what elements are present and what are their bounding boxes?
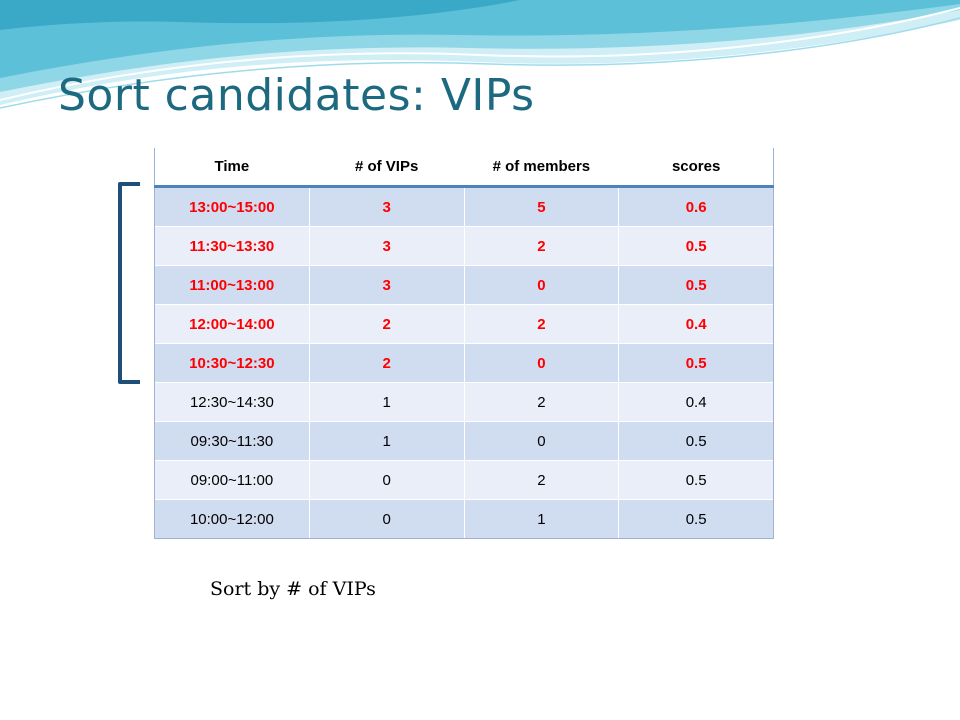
- time-cell: 12:00~14:00: [154, 304, 310, 344]
- vips-cell: 3: [308, 186, 465, 227]
- vips-cell: 2: [308, 343, 465, 383]
- table-row: 11:00~13:00 3 0 0.5: [154, 265, 774, 305]
- vips-cell: 2: [308, 304, 465, 344]
- time-cell: 12:30~14:30: [154, 382, 310, 422]
- members-cell: 2: [463, 382, 620, 422]
- time-cell: 09:00~11:00: [154, 460, 310, 500]
- vips-cell: 3: [308, 226, 465, 266]
- time-cell: 10:30~12:30: [154, 343, 310, 383]
- score-cell: 0.5: [618, 226, 774, 266]
- column-header-scores: scores: [618, 148, 774, 188]
- column-header-time: Time: [154, 148, 310, 188]
- column-header-vips: # of VIPs: [308, 148, 465, 188]
- table-row: 13:00~15:00 3 5 0.6: [154, 186, 774, 227]
- table-row: 09:00~11:00 0 2 0.5: [154, 460, 774, 500]
- members-cell: 0: [463, 265, 620, 305]
- score-cell: 0.5: [618, 343, 774, 383]
- time-cell: 09:30~11:30: [154, 421, 310, 461]
- table-body: 13:00~15:00 3 5 0.6 11:30~13:30 3 2 0.5 11:00~13…: [154, 186, 774, 539]
- members-cell: 2: [463, 304, 620, 344]
- table-row: 10:00~12:00 0 1 0.5: [154, 499, 774, 539]
- vips-cell: 0: [308, 460, 465, 500]
- score-cell: 0.5: [618, 499, 774, 539]
- score-cell: 0.5: [618, 265, 774, 305]
- time-cell: 11:30~13:30: [154, 226, 310, 266]
- time-cell: 11:00~13:00: [154, 265, 310, 305]
- score-cell: 0.5: [618, 460, 774, 500]
- group-bracket: [118, 182, 140, 384]
- slide-title: Sort candidates: VIPs: [58, 70, 535, 121]
- candidates-table: Time # of VIPs # of members scores 13:00…: [154, 148, 774, 539]
- table-row: 12:30~14:30 1 2 0.4: [154, 382, 774, 422]
- time-cell: 10:00~12:00: [154, 499, 310, 539]
- members-cell: 2: [463, 460, 620, 500]
- members-cell: 0: [463, 421, 620, 461]
- vips-cell: 3: [308, 265, 465, 305]
- score-cell: 0.6: [618, 186, 774, 227]
- table-row: 12:00~14:00 2 2 0.4: [154, 304, 774, 344]
- table-header-row: Time # of VIPs # of members scores: [154, 148, 774, 188]
- time-cell: 13:00~15:00: [154, 186, 310, 227]
- score-cell: 0.4: [618, 304, 774, 344]
- table-row: 10:30~12:30 2 0 0.5: [154, 343, 774, 383]
- members-cell: 2: [463, 226, 620, 266]
- vips-cell: 0: [308, 499, 465, 539]
- score-cell: 0.4: [618, 382, 774, 422]
- members-cell: 0: [463, 343, 620, 383]
- vips-cell: 1: [308, 382, 465, 422]
- score-cell: 0.5: [618, 421, 774, 461]
- sort-caption: Sort by # of VIPs: [210, 578, 376, 600]
- header-wave-decoration: [0, 0, 960, 109]
- members-cell: 1: [463, 499, 620, 539]
- table-row: 09:30~11:30 1 0 0.5: [154, 421, 774, 461]
- column-header-members: # of members: [463, 148, 620, 188]
- table-row: 11:30~13:30 3 2 0.5: [154, 226, 774, 266]
- members-cell: 5: [463, 186, 620, 227]
- vips-cell: 1: [308, 421, 465, 461]
